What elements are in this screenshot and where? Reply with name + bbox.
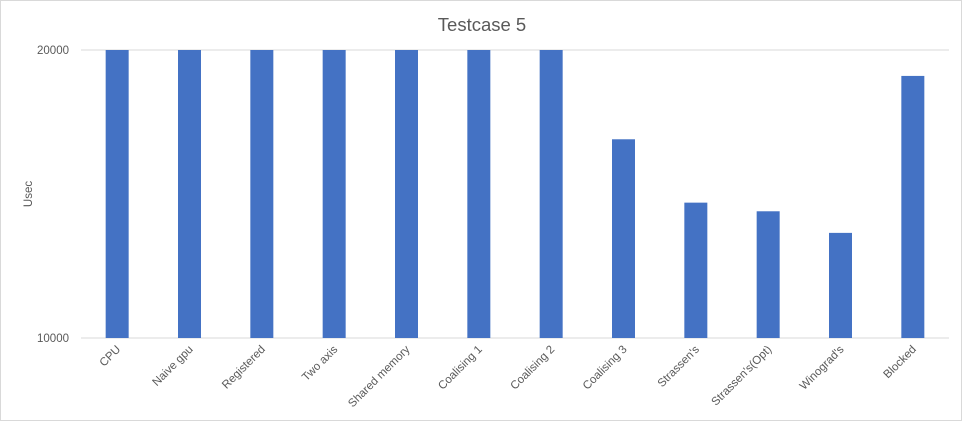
x-tick-label: Registered: [220, 344, 268, 392]
bar: [395, 50, 418, 338]
bar: [901, 75, 925, 339]
x-tick-label: Naive gpu: [151, 344, 196, 389]
x-tick-label: Shared memory: [346, 343, 413, 410]
bar: [178, 50, 201, 338]
bar: [829, 232, 852, 338]
bar-series: [105, 50, 925, 339]
bar: [467, 50, 491, 338]
chart-title: Testcase 5: [438, 14, 526, 35]
x-tick-label: Winograd's: [798, 343, 847, 392]
x-tick-label: Coalising 3: [581, 344, 630, 393]
bar: [539, 50, 563, 338]
x-tick-label: Strassen's(Opt): [710, 344, 775, 409]
y-axis-title: Usec: [23, 181, 35, 207]
y-tick-label: 20000: [37, 45, 69, 57]
gridlines: [81, 49, 949, 339]
bar: [250, 50, 274, 338]
x-tick-label: Coalising 1: [436, 344, 485, 393]
x-tick-label: Strassen's: [656, 343, 702, 389]
x-tick-label: Coalising 2: [509, 344, 558, 393]
x-tick-label: CPU: [98, 344, 124, 370]
bar: [322, 50, 346, 338]
bar: [612, 139, 635, 338]
x-tick-label: Blocked: [882, 344, 919, 381]
bar: [756, 211, 780, 338]
x-axis-tick-labels: CPU Naive gpu Registered Two axis Shared mem…: [98, 343, 919, 410]
bar: [684, 202, 708, 338]
bar: [105, 50, 129, 338]
x-tick-label: Two axis: [300, 343, 340, 383]
y-axis-tick-labels: 10000 20000: [37, 45, 69, 345]
y-tick-label: 10000: [37, 333, 69, 345]
